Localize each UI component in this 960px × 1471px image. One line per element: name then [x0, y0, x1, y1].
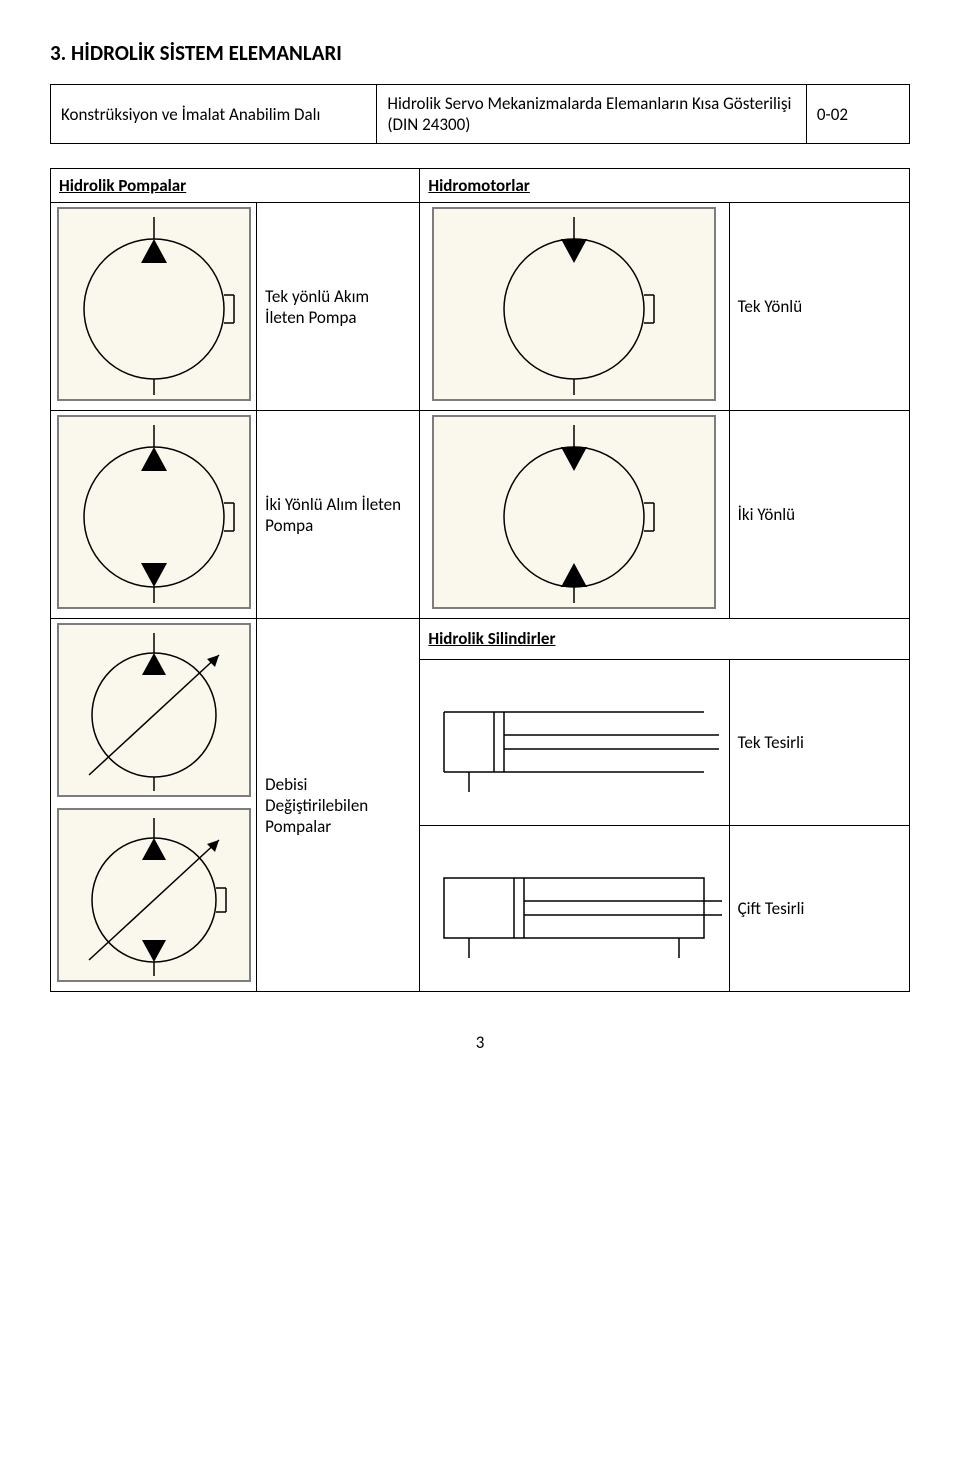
symbol-pump-single: [51, 203, 257, 411]
label-motor-single: Tek Yönlü: [729, 203, 909, 411]
info-col1: Konstrüksiyon ve İmalat Anabilim Dalı: [51, 85, 377, 144]
main-table: Hidrolik Pompalar Hidromotorlar: [50, 168, 910, 992]
info-col2: Hidrolik Servo Mekanizmalarda Elemanları…: [377, 85, 807, 144]
symbol-motor-double: [420, 411, 729, 619]
section-header-silindir: Hidrolik Silindirler: [420, 619, 910, 660]
symbol-cylinder-double: [420, 825, 729, 991]
symbol-variable-pumps: [51, 619, 257, 992]
symbol-motor-single: [420, 203, 729, 411]
label-motor-double: İki Yönlü: [729, 411, 909, 619]
page-heading: 3. HİDROLİK SİSTEM ELEMANLARI: [50, 40, 910, 66]
page-number: 3: [50, 1032, 910, 1053]
label-pump-single: Tek yönlü Akım İleten Pompa: [257, 203, 420, 411]
label-pump-double: İki Yönlü Alım İleten Pompa: [257, 411, 420, 619]
symbol-cylinder-single: [420, 659, 729, 825]
label-cylinder-single: Tek Tesirli: [729, 659, 909, 825]
symbol-pump-double: [51, 411, 257, 619]
label-cylinder-double: Çift Tesirli: [729, 825, 909, 991]
label-variable-pumps: Debisi Değiştirilebilen Pompalar: [257, 619, 420, 992]
info-col3: 0-02: [806, 85, 909, 144]
section-header-right: Hidromotorlar: [420, 169, 910, 203]
section-header-left: Hidrolik Pompalar: [51, 169, 420, 203]
info-table: Konstrüksiyon ve İmalat Anabilim Dalı Hi…: [50, 84, 910, 144]
